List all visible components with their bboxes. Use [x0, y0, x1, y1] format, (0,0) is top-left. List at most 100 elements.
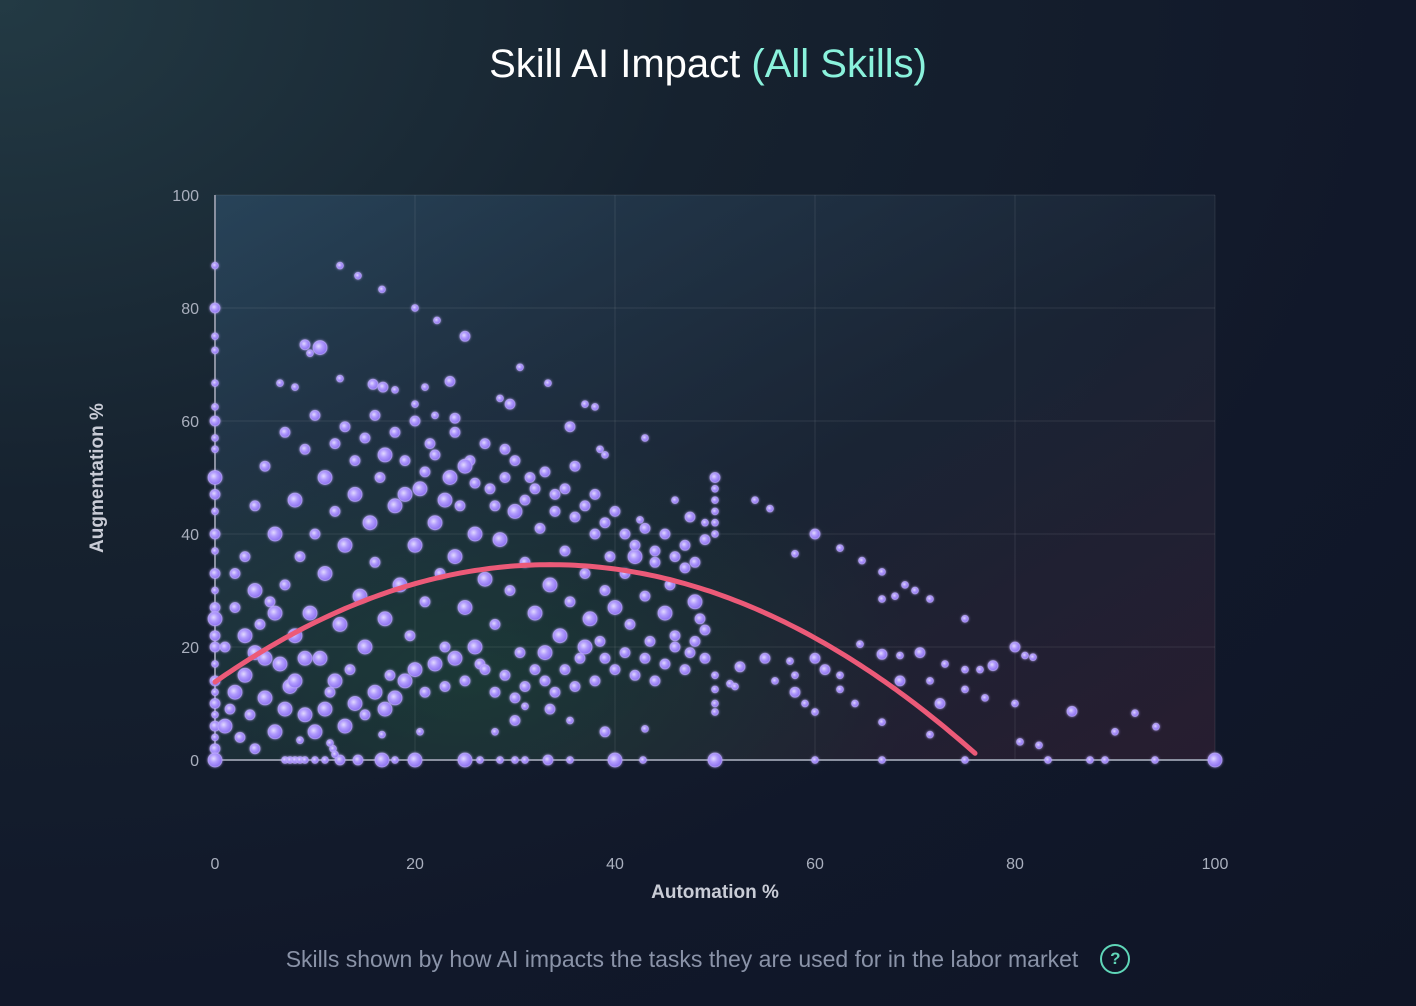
data-point	[211, 733, 219, 742]
data-point	[1044, 756, 1052, 764]
data-point	[211, 403, 219, 411]
data-point	[1131, 709, 1139, 717]
question-circle-icon[interactable]: ?	[1100, 944, 1131, 974]
data-point	[519, 681, 531, 692]
data-point	[549, 505, 561, 517]
data-point	[306, 349, 314, 358]
data-point	[499, 669, 511, 681]
data-point	[687, 594, 703, 610]
data-point	[499, 472, 511, 483]
y-tick-label: 100	[172, 188, 199, 205]
data-point	[609, 664, 621, 676]
data-point	[851, 699, 859, 708]
data-point	[589, 488, 601, 500]
data-point	[377, 381, 389, 393]
footer-caption: Skills shown by how AI impacts the tasks…	[285, 945, 1079, 972]
data-point	[337, 718, 353, 734]
data-point	[207, 752, 223, 768]
data-point	[1029, 653, 1037, 662]
data-point	[836, 685, 844, 694]
data-point	[809, 652, 821, 664]
y-tick-label: 20	[181, 640, 199, 657]
data-point	[391, 756, 399, 764]
data-point	[619, 647, 631, 659]
data-point	[689, 635, 701, 647]
data-point	[336, 374, 344, 383]
data-point	[766, 504, 774, 513]
data-point	[211, 434, 219, 442]
data-point	[489, 618, 501, 630]
x-tick-labels: 0 20 40 60 80 100	[211, 856, 1229, 873]
data-point	[211, 346, 219, 355]
data-point	[569, 460, 581, 472]
data-point	[649, 675, 661, 687]
data-point	[519, 494, 531, 506]
data-point	[566, 716, 574, 725]
data-point	[384, 669, 396, 681]
data-point	[1016, 738, 1024, 746]
data-point	[549, 686, 561, 698]
data-point	[836, 671, 844, 680]
data-point	[411, 304, 419, 312]
data-point	[491, 727, 499, 736]
data-point	[407, 662, 423, 678]
data-point	[484, 483, 496, 495]
data-point	[457, 458, 473, 474]
data-point	[211, 445, 219, 454]
data-point	[639, 756, 647, 764]
data-point	[542, 577, 558, 593]
data-point	[259, 460, 271, 472]
data-point	[354, 271, 362, 280]
data-point	[477, 571, 493, 587]
data-point	[447, 549, 463, 565]
data-point	[521, 756, 529, 764]
data-point	[431, 411, 439, 420]
data-point	[579, 500, 591, 512]
data-point	[1207, 752, 1223, 768]
data-point	[542, 754, 554, 766]
data-point	[529, 664, 541, 676]
data-point	[629, 669, 641, 681]
data-point	[609, 505, 621, 517]
x-axis-label: Automation %	[651, 882, 779, 903]
data-point	[407, 537, 423, 553]
data-point	[234, 731, 246, 743]
data-point	[296, 736, 304, 745]
data-point	[311, 756, 319, 764]
data-point	[209, 641, 221, 653]
data-point	[211, 710, 219, 719]
data-point	[534, 522, 546, 534]
data-point	[442, 470, 458, 485]
data-point	[317, 701, 333, 717]
data-point	[429, 449, 441, 461]
trend-line	[212, 562, 978, 756]
data-point	[809, 528, 821, 540]
data-point	[404, 630, 416, 642]
data-point	[489, 500, 501, 512]
data-point	[297, 650, 313, 666]
data-point	[504, 398, 516, 410]
data-point	[219, 641, 231, 653]
data-point	[264, 596, 276, 608]
data-point	[211, 660, 219, 668]
data-point	[981, 694, 989, 702]
data-point	[249, 743, 261, 755]
data-point	[211, 507, 219, 516]
data-point	[249, 500, 261, 512]
data-point	[297, 707, 313, 723]
data-point	[539, 675, 551, 687]
data-point	[559, 483, 571, 495]
data-point	[359, 709, 371, 721]
data-point	[639, 522, 651, 534]
data-point	[211, 688, 219, 697]
data-point	[941, 660, 949, 668]
data-point	[1035, 741, 1043, 750]
data-point	[254, 618, 266, 630]
data-point	[277, 701, 293, 717]
data-point	[312, 650, 328, 666]
data-point	[811, 708, 819, 716]
data-point	[516, 363, 524, 372]
data-point	[454, 500, 466, 512]
data-point	[926, 595, 934, 603]
data-point	[302, 605, 318, 621]
